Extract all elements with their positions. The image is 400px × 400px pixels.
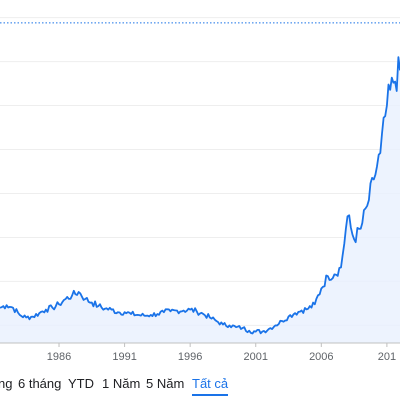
x-tick-label: 201: [378, 351, 396, 363]
range-selector: ng 6 tháng YTD 1 Năm 5 Năm Tất cả: [0, 368, 400, 400]
price-line[interactable]: [0, 56, 400, 335]
range-button-5-years[interactable]: 5 Năm: [146, 376, 185, 391]
range-button-all[interactable]: Tất cả: [192, 376, 229, 396]
price-area-fill: [0, 57, 400, 343]
price-chart: 1986 1991 1996 2001 2006 201: [0, 17, 400, 363]
range-button-month[interactable]: ng: [0, 376, 13, 391]
x-axis-ticks: 1986 1991 1996 2001 2006 201: [47, 343, 396, 363]
chart-grid: [0, 17, 400, 326]
x-tick-label: 1991: [112, 351, 136, 363]
active-range-underline: [192, 394, 229, 396]
x-tick-label: 1986: [47, 351, 71, 363]
x-tick-label: 2001: [243, 351, 267, 363]
x-tick-label: 2006: [309, 351, 333, 363]
range-button-6-months[interactable]: 6 tháng: [18, 376, 62, 391]
x-tick-label: 1996: [178, 351, 202, 363]
range-button-ytd[interactable]: YTD: [68, 376, 94, 391]
range-button-1-year[interactable]: 1 Năm: [102, 376, 141, 391]
range-button-all-label: Tất cả: [192, 376, 229, 391]
